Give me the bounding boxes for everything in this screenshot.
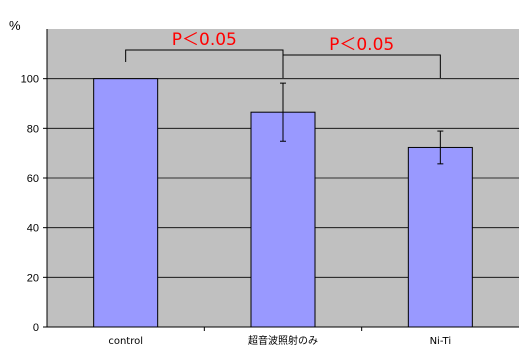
- y-tick-label: 100: [21, 74, 39, 86]
- y-ticks: 0 20 40 60 80 100: [21, 74, 47, 334]
- bar-2: [407, 146, 473, 328]
- x-tick-label-1: 超音波照射のみ: [248, 334, 318, 347]
- error-bars: [280, 82, 444, 165]
- y-tick-label: 20: [27, 272, 39, 284]
- significance-bracket-1: [282, 54, 441, 78]
- significance-brackets: P＜0.05 P＜0.05: [125, 30, 441, 78]
- bar-1: [250, 111, 316, 328]
- y-tick-label: 80: [27, 123, 39, 135]
- y-tick-label: 40: [27, 223, 39, 235]
- x-tick-label-2: Ni-Ti: [430, 336, 452, 347]
- x-tick-label-0: control: [108, 336, 143, 347]
- y-tick-label: 0: [33, 322, 39, 334]
- significance-label-0: P＜0.05: [172, 30, 237, 50]
- bar-0: [93, 78, 159, 328]
- x-ticks: control 超音波照射のみ Ni-Ti: [108, 327, 451, 347]
- bars: [93, 78, 473, 328]
- significance-label-1: P＜0.05: [329, 35, 394, 55]
- y-tick-label: 60: [27, 173, 39, 185]
- y-axis-unit-label: %: [9, 18, 21, 33]
